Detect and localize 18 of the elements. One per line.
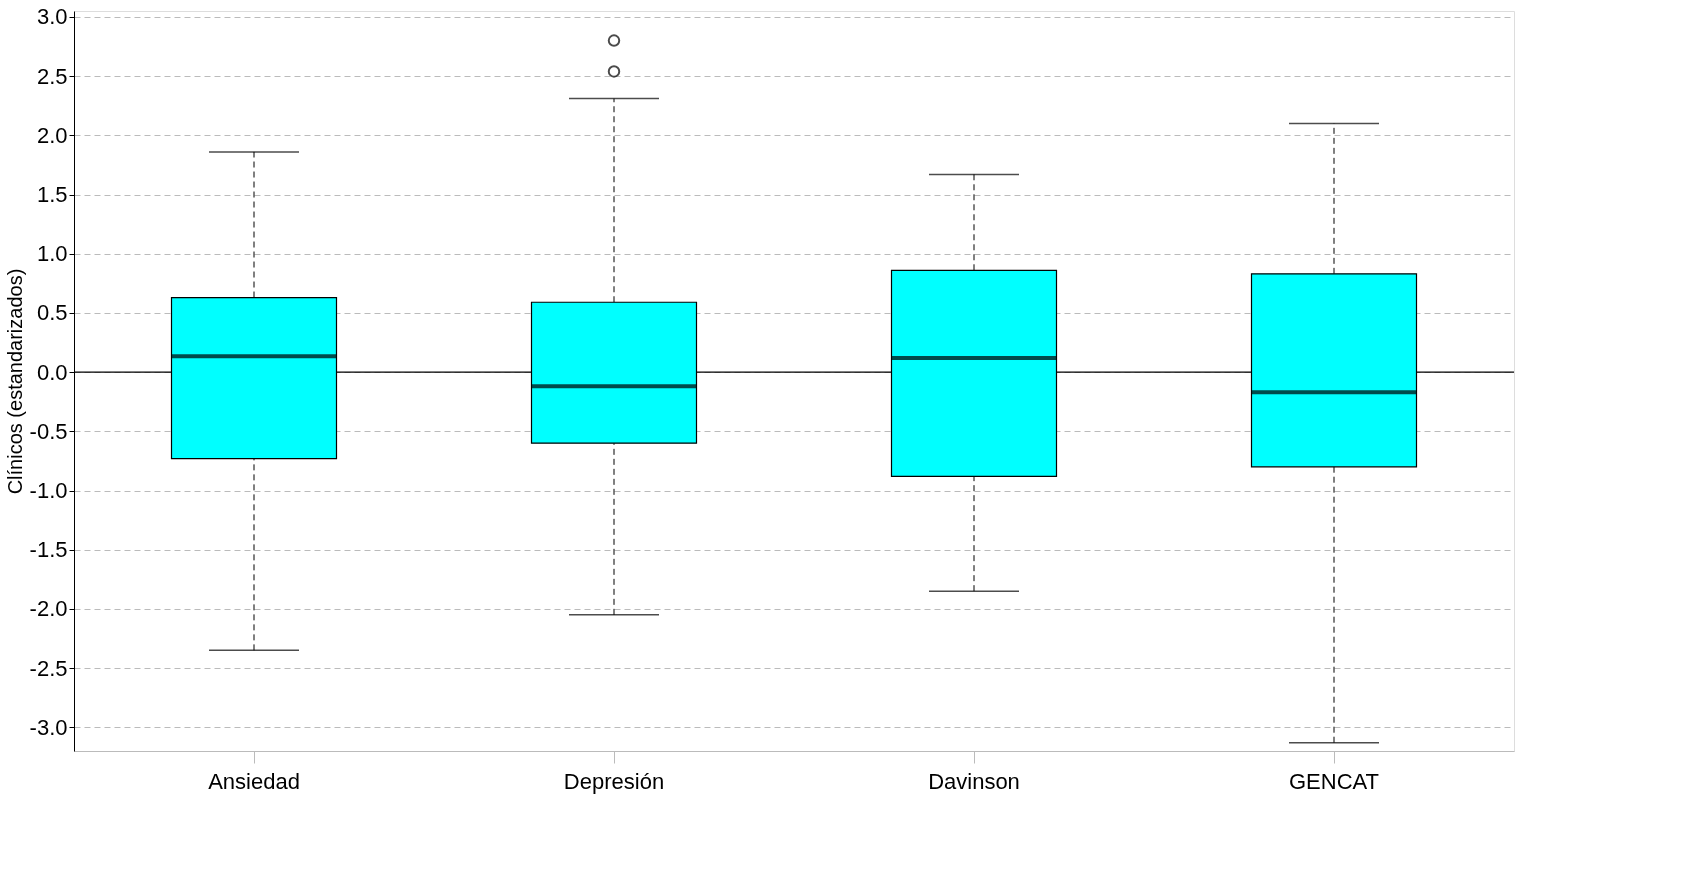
y-tick-label: -0.5 — [29, 418, 68, 444]
y-tick-label: 2.5 — [36, 63, 68, 89]
x-tick-label: GENCAT — [1288, 768, 1380, 794]
y-tick-label: 0.0 — [36, 359, 68, 385]
y-tick-label: -2.5 — [29, 655, 68, 681]
y-axis-title: Clínicos (estandarizados) — [3, 268, 26, 495]
x-tick-label: Ansiedad — [208, 768, 300, 794]
y-tick-label: -1.0 — [29, 478, 68, 504]
y-tick-label: 3.0 — [36, 4, 68, 30]
y-tick-label: 1.0 — [36, 241, 68, 267]
y-tick-label: -3.0 — [29, 714, 68, 740]
y-tick-label: 0.5 — [36, 300, 68, 326]
x-tick-label: Depresión — [563, 768, 665, 794]
y-tick-label: -2.0 — [29, 596, 68, 622]
y-tick-label: 2.0 — [36, 122, 68, 148]
x-tick-label: Davinson — [928, 768, 1020, 794]
y-tick-label: -1.5 — [29, 537, 68, 563]
y-tick-label: 1.5 — [36, 182, 68, 208]
